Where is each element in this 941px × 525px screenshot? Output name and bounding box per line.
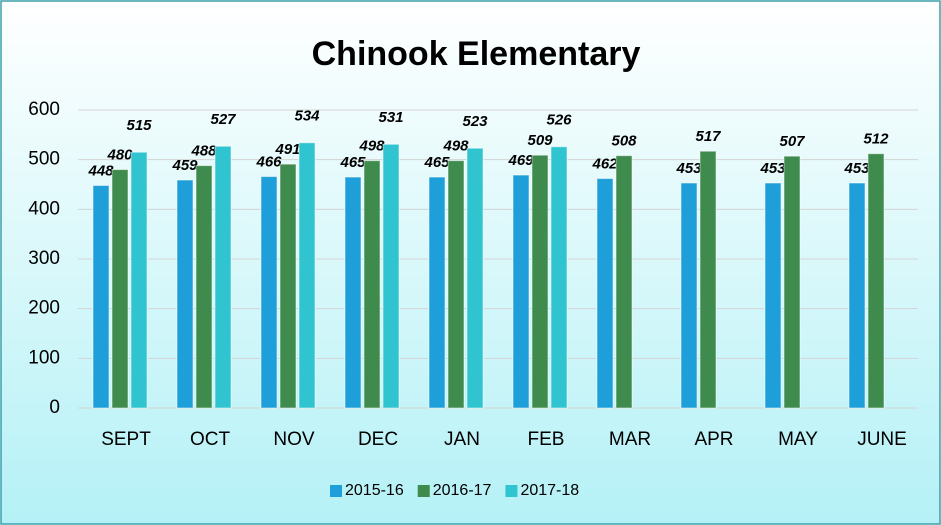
x-tick-label: APR bbox=[694, 429, 733, 450]
data-label: 517 bbox=[695, 128, 721, 145]
data-label: 459 bbox=[171, 157, 198, 174]
x-tick-label: NOV bbox=[273, 429, 315, 450]
data-label: 507 bbox=[779, 133, 805, 150]
bar bbox=[195, 165, 213, 409]
data-label: 498 bbox=[358, 138, 385, 155]
data-label: 512 bbox=[863, 131, 889, 148]
bar bbox=[848, 182, 866, 409]
data-label: 462 bbox=[591, 156, 618, 173]
bar bbox=[550, 146, 568, 409]
bar bbox=[783, 155, 801, 409]
data-label: 509 bbox=[527, 132, 553, 149]
bar bbox=[130, 151, 148, 409]
bar bbox=[92, 184, 110, 409]
chart-title: Chinook Elementary bbox=[312, 35, 641, 73]
data-label: 526 bbox=[546, 112, 572, 129]
y-tick-label: 400 bbox=[28, 198, 60, 219]
bar bbox=[867, 153, 885, 409]
bar bbox=[363, 160, 381, 409]
bar bbox=[764, 182, 782, 409]
bar bbox=[344, 176, 362, 409]
bar bbox=[176, 179, 194, 409]
legend-label: 2016-17 bbox=[433, 482, 492, 499]
data-label: 488 bbox=[190, 143, 217, 160]
bar bbox=[382, 143, 400, 409]
data-label: 466 bbox=[255, 154, 282, 171]
y-tick-label: 0 bbox=[49, 397, 60, 418]
legend-swatch bbox=[505, 485, 518, 497]
bar bbox=[615, 155, 633, 409]
bar bbox=[111, 169, 129, 409]
legend-swatch bbox=[417, 485, 430, 497]
data-label: 508 bbox=[611, 133, 637, 150]
data-label: 531 bbox=[378, 109, 403, 126]
x-tick-label: MAR bbox=[609, 429, 651, 450]
bar bbox=[279, 163, 297, 409]
x-tick-label: OCT bbox=[190, 429, 231, 450]
data-label: 465 bbox=[339, 154, 366, 171]
y-tick-label: 200 bbox=[28, 298, 60, 319]
x-tick-label: JUNE bbox=[857, 429, 907, 450]
data-label: 534 bbox=[294, 108, 320, 125]
data-label: 523 bbox=[462, 113, 488, 130]
data-label: 465 bbox=[423, 154, 450, 171]
x-tick-label: JAN bbox=[444, 429, 480, 450]
data-label: 480 bbox=[106, 147, 133, 164]
legend-label: 2015-16 bbox=[345, 482, 404, 499]
bar bbox=[466, 147, 484, 409]
data-label: 515 bbox=[126, 117, 152, 134]
x-tick-label: SEPT bbox=[101, 429, 151, 450]
bar bbox=[680, 182, 698, 409]
bar bbox=[447, 160, 465, 409]
x-tick-label: FEB bbox=[528, 429, 565, 450]
bar bbox=[214, 145, 232, 409]
data-label: 527 bbox=[210, 111, 236, 128]
bar bbox=[512, 174, 530, 409]
data-label: 469 bbox=[507, 152, 534, 169]
data-label: 498 bbox=[442, 138, 469, 155]
legend-label: 2017-18 bbox=[520, 482, 579, 499]
bar bbox=[596, 178, 614, 409]
bar bbox=[298, 142, 316, 409]
data-label: 453 bbox=[759, 160, 786, 177]
legend-swatch bbox=[330, 485, 342, 497]
x-tick-label: DEC bbox=[358, 429, 398, 450]
bar bbox=[260, 176, 278, 409]
data-label: 453 bbox=[843, 160, 870, 177]
y-tick-label: 600 bbox=[28, 99, 60, 120]
data-label: 453 bbox=[675, 160, 702, 177]
bar bbox=[428, 176, 446, 409]
bar bbox=[531, 154, 549, 409]
y-tick-label: 500 bbox=[28, 149, 60, 170]
data-label: 448 bbox=[87, 162, 114, 179]
y-tick-label: 100 bbox=[28, 347, 60, 368]
bar bbox=[699, 150, 717, 409]
data-label: 491 bbox=[274, 141, 300, 158]
y-tick-label: 300 bbox=[28, 248, 60, 269]
x-tick-label: MAY bbox=[778, 429, 818, 450]
